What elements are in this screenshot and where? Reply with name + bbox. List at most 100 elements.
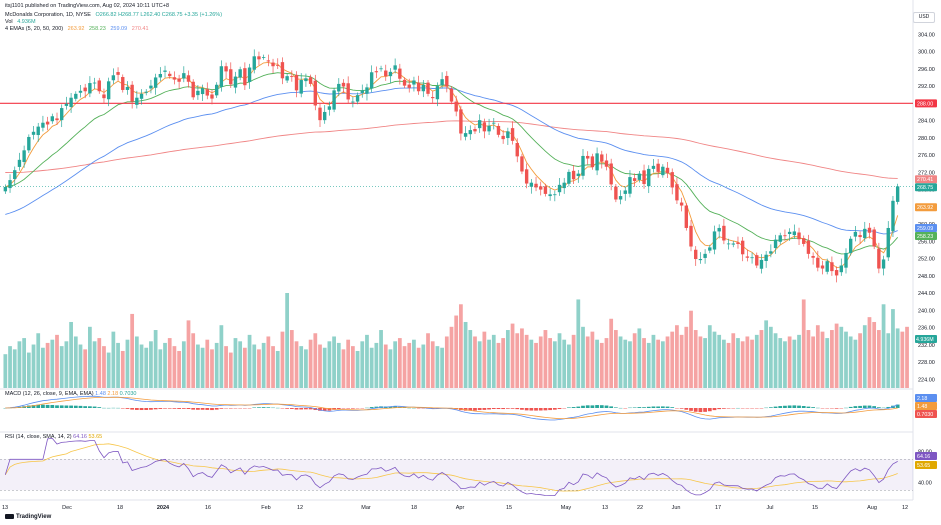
- candle-body: [863, 228, 867, 239]
- candle-body: [501, 135, 505, 140]
- macd-histogram-bar: [886, 406, 891, 408]
- candle-body: [463, 133, 468, 137]
- macd-histogram-bar: [510, 408, 515, 409]
- macd-histogram-bar: [576, 406, 581, 408]
- time-tick-label: 12: [902, 505, 908, 511]
- macd-histogram-bar: [186, 408, 191, 409]
- price-badge-label: 259.09: [917, 226, 933, 232]
- macd-histogram-bar: [853, 406, 858, 408]
- macd-value-3: 0.7030: [119, 391, 137, 397]
- volume-bar: [783, 341, 787, 388]
- level-badge: [915, 99, 937, 108]
- ema20-value: 258.23: [88, 26, 106, 32]
- macd-histogram-bar: [768, 407, 773, 408]
- volume-bar: [219, 325, 224, 388]
- candle-body: [543, 186, 548, 194]
- candle-body: [139, 93, 144, 99]
- candle-body: [787, 231, 792, 235]
- volume-bar: [726, 342, 731, 388]
- volume-bar: [393, 341, 398, 388]
- candle-body: [304, 78, 308, 82]
- candle-body: [374, 71, 379, 73]
- volume-bar: [759, 330, 764, 388]
- volume-bar: [576, 299, 581, 388]
- macd-histogram-bar: [369, 407, 374, 408]
- volume-bar: [698, 336, 703, 388]
- candle-body: [327, 106, 332, 110]
- macd-histogram-bar: [778, 406, 783, 408]
- candle-body: [548, 194, 552, 197]
- price-badge: [915, 224, 937, 233]
- volume-bar: [487, 339, 491, 388]
- ema-legend[interactable]: 4 EMAs (5, 20, 50, 200) 263.92 258.23 25…: [5, 26, 152, 33]
- candle-body: [557, 184, 562, 193]
- volume-bar: [745, 336, 750, 388]
- price-tick-label: 232.00: [918, 343, 935, 349]
- volume-bar: [73, 336, 78, 388]
- candle-body: [308, 77, 313, 84]
- macd-histogram-bar: [552, 408, 557, 410]
- volume-bar: [12, 349, 17, 388]
- candle-body: [78, 90, 83, 93]
- price-badge: [915, 232, 937, 241]
- candle-body: [369, 72, 374, 89]
- volume-bar: [134, 336, 139, 388]
- volume-legend[interactable]: Vol 4.936M: [5, 19, 39, 26]
- volume-bar: [505, 330, 510, 388]
- macd-histogram-bar: [505, 408, 510, 409]
- volume-bar: [130, 313, 135, 388]
- volume-bar: [792, 339, 797, 388]
- price-tick-label: 252.00: [918, 257, 935, 263]
- rsi-legend[interactable]: RSI (14, close, SMA, 14, 2) 64.16 53.65: [5, 434, 102, 440]
- macd-histogram-bar: [717, 408, 722, 410]
- candle-body: [50, 116, 55, 122]
- volume-bar: [707, 325, 712, 388]
- candle-body: [848, 238, 853, 253]
- tradingview-brand: TradingView: [16, 514, 52, 521]
- ema200-line: [5, 120, 898, 179]
- candle-body: [22, 150, 26, 162]
- volume-bar: [477, 341, 482, 388]
- macd-histogram-bar: [524, 408, 529, 411]
- candle-body: [55, 118, 59, 121]
- volume-bar: [289, 330, 294, 388]
- price-badge-label: 258.23: [917, 234, 933, 240]
- volume-bar: [144, 347, 149, 388]
- candle-body: [398, 68, 402, 79]
- macd-histogram-bar: [97, 407, 102, 408]
- macd-histogram-bar: [491, 408, 496, 410]
- volume-bar: [111, 331, 116, 388]
- macd-histogram-bar: [177, 408, 181, 409]
- candle-body: [200, 88, 205, 95]
- candle-body: [839, 265, 843, 273]
- candle-body: [219, 66, 224, 87]
- price-tick-label: 256.00: [918, 239, 935, 245]
- volume-bar: [149, 341, 153, 388]
- volume-bar: [200, 347, 205, 388]
- candle-body: [740, 240, 745, 255]
- symbol-name: McDonalds Corporation, 1D, NYSE: [5, 12, 91, 18]
- volume-bar: [45, 342, 50, 388]
- volume-bar: [59, 346, 64, 388]
- macd-histogram-bar: [595, 405, 599, 408]
- time-tick-label: 16: [205, 505, 211, 511]
- macd-histogram-bar: [350, 408, 355, 409]
- candle-body: [726, 243, 731, 245]
- macd-histogram-bar: [477, 408, 482, 411]
- ema-label: 4 EMAs (5, 20, 50, 200): [5, 26, 64, 32]
- candle-body: [590, 156, 595, 168]
- candle-body: [313, 80, 317, 106]
- macd-histogram-bar: [670, 407, 675, 408]
- rsi-tick-label: 40.00: [918, 481, 932, 487]
- candle-body: [539, 186, 543, 190]
- macd-histogram-bar: [538, 408, 543, 411]
- candle-body: [299, 80, 303, 94]
- macd-legend[interactable]: MACD (12, 26, close, 9, EMA, EMA) 1.48 2…: [5, 391, 137, 397]
- volume-bar: [862, 325, 867, 388]
- candle-body: [825, 261, 829, 272]
- candle-body: [45, 121, 50, 125]
- candle-body: [351, 101, 355, 103]
- symbol-legend[interactable]: McDonalds Corporation, 1D, NYSE O266.82 …: [5, 12, 225, 19]
- candle-body: [449, 88, 454, 102]
